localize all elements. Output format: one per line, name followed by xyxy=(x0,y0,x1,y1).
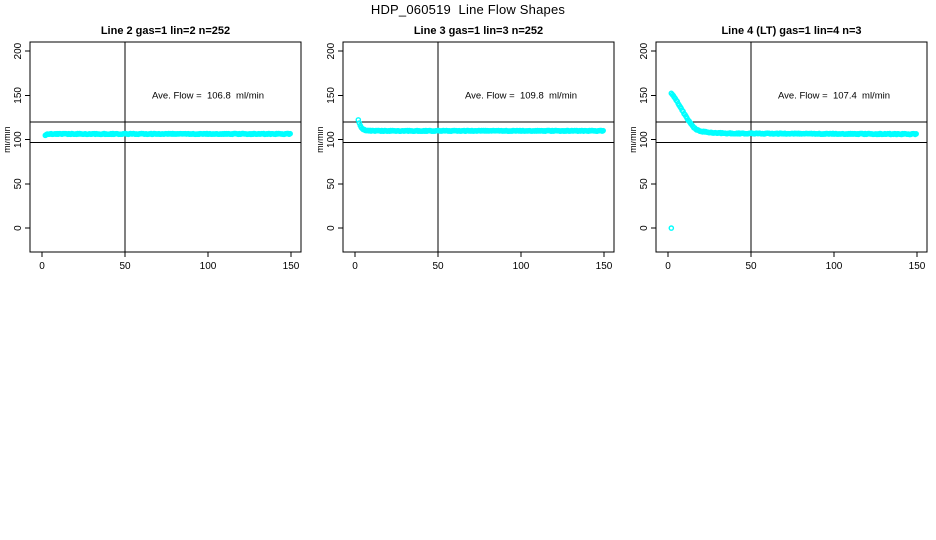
plot-box xyxy=(29,41,302,253)
y-tick-label: 200 xyxy=(639,42,650,59)
plot-box xyxy=(655,41,928,253)
x-tick-label: 100 xyxy=(200,261,217,272)
data-points xyxy=(42,130,293,139)
panel-line3: Line 3 gas=1 lin=3 n=252 0 50 100 150 0 50 100 1… xyxy=(318,25,615,272)
y-axis: 0 50 100 150 200 ml/min xyxy=(5,42,30,231)
y-tick-label: 50 xyxy=(326,178,337,190)
x-tick-label: 50 xyxy=(432,261,444,272)
data-point xyxy=(913,131,919,137)
reference-lines xyxy=(656,42,927,252)
y-axis-label: ml/min xyxy=(5,126,12,153)
x-tick-label: 100 xyxy=(826,261,843,272)
x-axis: 0 50 100 150 xyxy=(352,252,613,272)
figure-title: HDP_060519 Line Flow Shapes xyxy=(370,2,566,17)
panel-title: Line 2 gas=1 lin=2 n=252 xyxy=(101,25,230,37)
x-tick-label: 0 xyxy=(39,261,45,272)
y-axis-label: ml/min xyxy=(631,126,638,153)
x-tick-label: 150 xyxy=(596,261,613,272)
x-axis: 0 50 100 150 xyxy=(665,252,926,272)
reference-lines xyxy=(343,42,614,252)
data-point xyxy=(287,130,293,137)
panel-title: Line 3 gas=1 lin=3 n=252 xyxy=(414,25,543,37)
y-tick-label: 100 xyxy=(13,131,24,148)
plot-box xyxy=(342,41,615,253)
y-tick-label: 50 xyxy=(13,178,24,190)
data-point xyxy=(355,117,362,123)
average-flow-annotation: Ave. Flow = 106.8 ml/min xyxy=(152,90,264,101)
data-point xyxy=(356,120,363,126)
y-tick-label: 150 xyxy=(13,87,24,104)
y-axis: 0 50 100 150 200 ml/min xyxy=(631,42,656,231)
charts-container: Line 2 gas=1 lin=2 n=252 0 50 100 150 0 50 100 1… xyxy=(5,25,928,272)
x-tick-label: 0 xyxy=(352,261,358,272)
data-point xyxy=(600,127,606,134)
y-tick-label: 100 xyxy=(326,131,337,148)
data-points xyxy=(355,117,606,134)
y-tick-label: 200 xyxy=(13,42,24,59)
y-tick-label: 0 xyxy=(639,225,650,231)
x-tick-label: 150 xyxy=(909,261,926,272)
panel-line4: Line 4 (LT) gas=1 lin=4 n=3 0 50 100 150 0 50 1… xyxy=(631,25,928,272)
y-tick-label: 150 xyxy=(639,87,650,104)
y-tick-label: 150 xyxy=(326,87,337,104)
average-flow-annotation: Ave. Flow = 107.4 ml/min xyxy=(778,90,890,101)
average-flow-annotation: Ave. Flow = 109.8 ml/min xyxy=(465,90,577,101)
y-tick-label: 100 xyxy=(639,131,650,148)
x-tick-label: 50 xyxy=(119,261,131,272)
y-axis: 0 50 100 150 200 ml/min xyxy=(318,42,343,231)
panel-title: Line 4 (LT) gas=1 lin=4 n=3 xyxy=(721,25,861,37)
data-points xyxy=(668,90,919,231)
x-tick-label: 0 xyxy=(665,261,671,272)
x-tick-label: 150 xyxy=(283,261,300,272)
reference-lines xyxy=(30,42,301,252)
x-tick-label: 50 xyxy=(745,261,757,272)
outlier-point xyxy=(668,225,675,231)
y-tick-label: 50 xyxy=(639,178,650,190)
x-axis: 0 50 100 150 xyxy=(39,252,300,272)
y-tick-label: 200 xyxy=(326,42,337,59)
panel-line2: Line 2 gas=1 lin=2 n=252 0 50 100 150 0 50 100 1… xyxy=(5,25,302,272)
y-tick-label: 0 xyxy=(326,225,337,231)
y-tick-label: 0 xyxy=(13,225,24,231)
y-axis-label: ml/min xyxy=(318,126,325,153)
x-tick-label: 100 xyxy=(513,261,530,272)
